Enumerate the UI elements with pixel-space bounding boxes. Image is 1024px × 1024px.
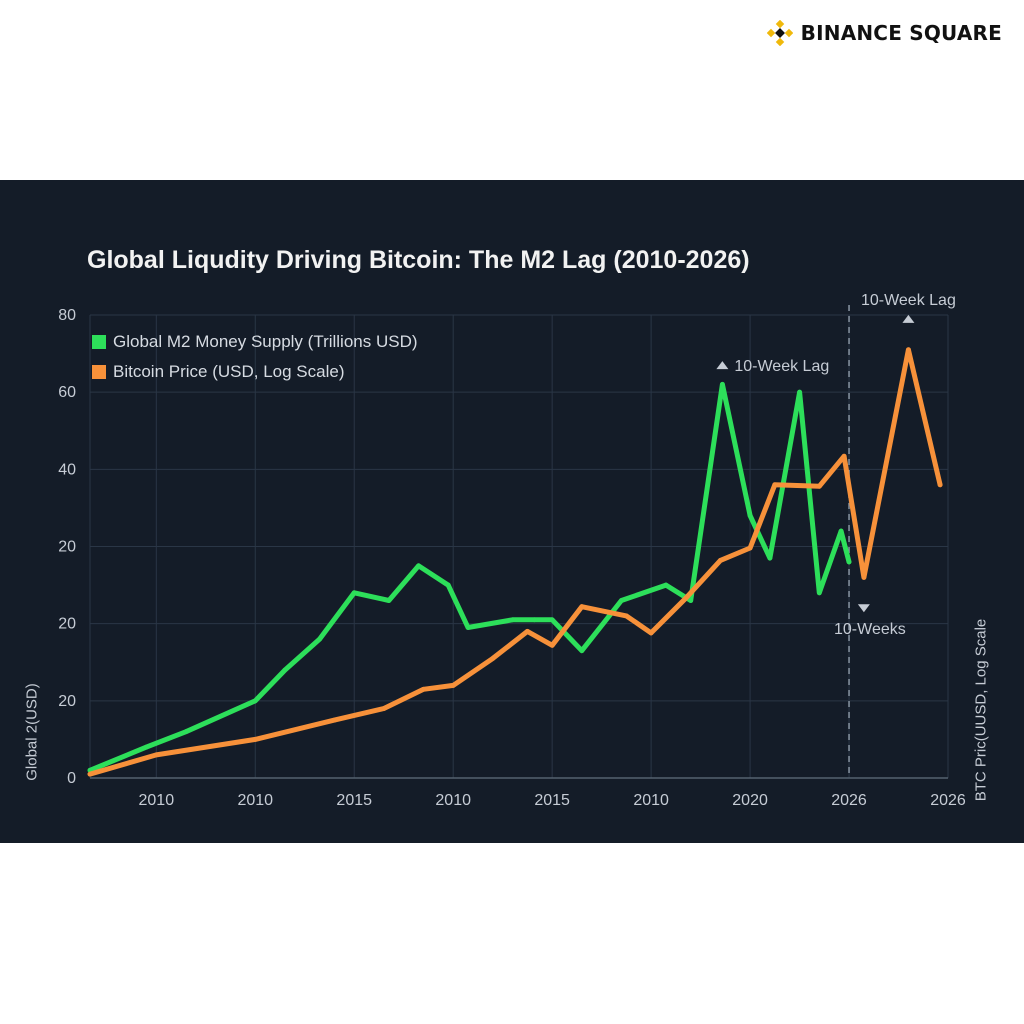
chart-panel: 0 20 20 20 40 60 80 2010 2010 2015 2010 2015 2010 202… [0, 180, 1024, 843]
btc-series-line [87, 347, 943, 777]
y-tick-label: 0 [67, 770, 76, 787]
legend-item-btc: Bitcoin Price (USD, Log Scale) [92, 357, 418, 387]
lag-annotation-label: 10-Week Lag [734, 358, 829, 375]
y-tick-label: 40 [58, 461, 76, 478]
btc-data-point [549, 642, 555, 648]
btc-data-point [648, 630, 654, 636]
btc-data-point [579, 604, 585, 610]
lag-annotation-label: 10-Week Lag [861, 292, 956, 309]
legend-swatch-btc [92, 365, 106, 379]
btc-data-point [683, 595, 689, 601]
m2-data-point [619, 598, 624, 603]
m2-data-point [386, 598, 392, 603]
legend-label-btc: Bitcoin Price (USD, Log Scale) [113, 362, 345, 381]
m2-data-point [719, 382, 725, 387]
x-tick-label: 2010 [633, 792, 669, 809]
btc-data-point [381, 706, 387, 711]
btc-data-point [87, 771, 93, 777]
m2-data-point [183, 729, 189, 735]
binance-diamond-icon [766, 20, 793, 46]
y-axis-label-right: BTC Pric(UUSD, Log Scale [972, 618, 990, 802]
x-tick-label: 2026 [930, 792, 966, 809]
m2-data-point [816, 590, 822, 596]
btc-data-point [906, 347, 911, 353]
m2-data-point [351, 590, 357, 596]
m2-data-point [416, 563, 421, 569]
brand-name: BINANCE SQUARE [800, 21, 1002, 45]
y-tick-label: 20 [58, 693, 76, 710]
legend-label-m2: Global M2 Money Supply (Trillions USD) [113, 332, 418, 351]
btc-data-point [717, 557, 723, 563]
y-tick-label: 20 [58, 539, 76, 556]
lag-marker-up [716, 361, 729, 370]
btc-data-point [623, 613, 629, 619]
btc-data-point [252, 737, 258, 742]
y-axis-label-left: Global 2(USD) [23, 683, 41, 781]
y-tick-label: 20 [58, 616, 76, 633]
btc-data-point [332, 717, 337, 723]
m2-data-point [663, 582, 669, 588]
m2-data-point [282, 667, 288, 673]
x-tick-label: 2015 [534, 792, 570, 809]
brand-logo: BINANCE SQUARE [766, 20, 1002, 46]
m2-data-point [747, 513, 753, 519]
m2-series-line [87, 381, 852, 773]
m2-data-point [797, 389, 802, 395]
x-tick-label: 2020 [732, 792, 768, 809]
y-tick-label: 60 [58, 384, 76, 401]
btc-data-point [816, 483, 822, 489]
btc-data-point [861, 574, 867, 580]
m2-data-point [252, 698, 258, 704]
btc-data-point [841, 453, 847, 459]
x-tick-label: 2010 [435, 792, 471, 809]
m2-data-point [846, 559, 852, 565]
x-tick-label: 2010 [237, 792, 273, 809]
legend-swatch-m2 [92, 335, 106, 349]
x-tick-label: 2010 [139, 792, 175, 809]
x-tick-label: 2015 [336, 792, 372, 809]
btc-data-point [490, 655, 496, 661]
m2-data-point [144, 744, 149, 750]
m2-data-point [549, 617, 555, 623]
btc-data-point [772, 482, 778, 488]
lag-marker-down [857, 604, 870, 613]
lag-annotation-label: 10-Weeks [834, 621, 906, 638]
legend-item-m2: Global M2 Money Supply (Trillions USD) [92, 327, 418, 357]
m2-data-point [579, 648, 585, 654]
btc-data-point [747, 545, 753, 551]
btc-data-point [525, 628, 530, 634]
btc-data-point [421, 686, 426, 692]
m2-data-point [838, 528, 844, 534]
chart-title: Global Liqudity Driving Bitcoin: The M2 … [87, 246, 750, 274]
m2-data-point [445, 582, 451, 588]
btc-data-point [450, 683, 456, 688]
m2-data-point [531, 617, 537, 623]
m2-data-point [510, 617, 515, 623]
btc-data-point [153, 752, 159, 758]
m2-data-point [465, 625, 471, 630]
chart-legend: Global M2 Money Supply (Trillions USD) B… [92, 327, 418, 387]
y-tick-label: 80 [58, 307, 76, 324]
btc-data-point [937, 482, 943, 488]
m2-data-point [317, 636, 322, 642]
x-tick-label: 2026 [831, 792, 867, 809]
m2-data-point [688, 598, 694, 603]
m2-data-point [767, 555, 773, 561]
lag-marker-up [902, 314, 915, 323]
